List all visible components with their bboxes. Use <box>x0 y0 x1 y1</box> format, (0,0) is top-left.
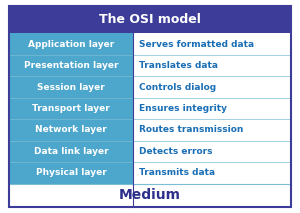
Text: Detects errors: Detects errors <box>139 147 213 156</box>
Text: Data link layer: Data link layer <box>34 147 108 156</box>
Text: Physical layer: Physical layer <box>36 168 106 177</box>
Text: The OSI model: The OSI model <box>99 13 201 26</box>
Text: Controls dialog: Controls dialog <box>139 83 216 92</box>
Bar <box>9 6 291 33</box>
Text: Translates data: Translates data <box>139 61 218 70</box>
Bar <box>133 33 291 184</box>
Text: Ensures integrity: Ensures integrity <box>139 104 227 113</box>
Text: Application layer: Application layer <box>28 40 114 49</box>
Text: Routes transmission: Routes transmission <box>139 125 244 134</box>
Text: Network layer: Network layer <box>35 125 107 134</box>
Text: Serves formatted data: Serves formatted data <box>139 40 254 49</box>
Bar <box>9 184 291 207</box>
Text: Session layer: Session layer <box>37 83 105 92</box>
Text: Presentation layer: Presentation layer <box>24 61 118 70</box>
Text: Medium: Medium <box>119 188 181 202</box>
Text: Transmits data: Transmits data <box>139 168 215 177</box>
Text: Transport layer: Transport layer <box>32 104 110 113</box>
Bar <box>9 33 133 184</box>
